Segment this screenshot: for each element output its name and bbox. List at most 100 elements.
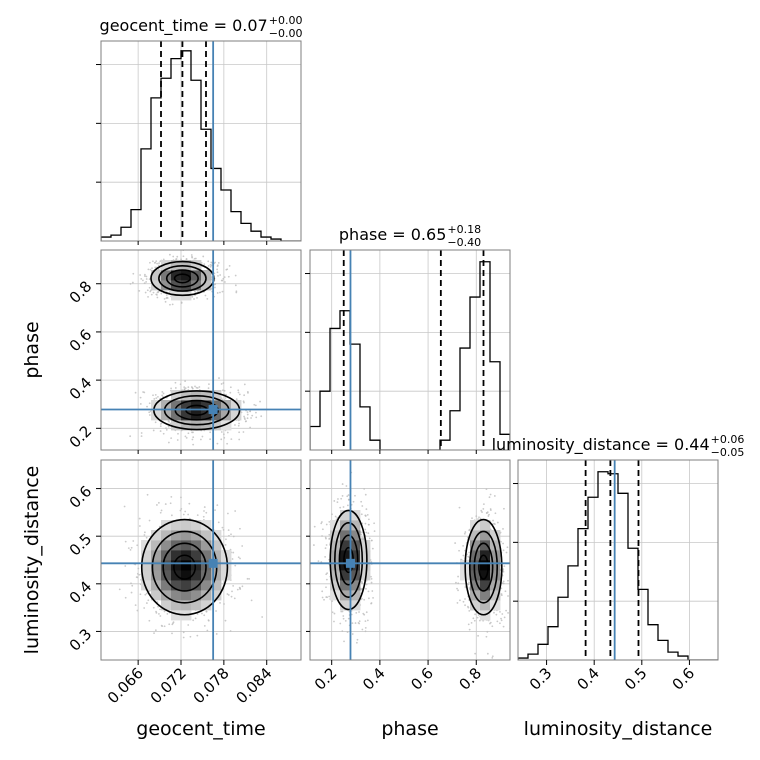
x-tick-label-geocent_time: 0.072 bbox=[147, 664, 190, 707]
sample-point bbox=[224, 397, 227, 399]
sample-point bbox=[223, 603, 225, 605]
density-cell bbox=[480, 520, 491, 531]
sample-point bbox=[142, 279, 144, 282]
density-cell bbox=[161, 540, 172, 551]
sample-point bbox=[355, 611, 358, 614]
sample-point bbox=[180, 496, 182, 499]
x-axis-label-phase: phase bbox=[381, 718, 438, 740]
density-cell bbox=[490, 530, 501, 541]
sample-point bbox=[249, 426, 251, 429]
sample-point bbox=[339, 622, 342, 625]
sample-point bbox=[346, 631, 349, 633]
sample-point bbox=[159, 511, 162, 514]
sample-point bbox=[366, 619, 369, 622]
sample-point bbox=[355, 641, 358, 644]
sample-point bbox=[370, 539, 373, 542]
sample-point bbox=[333, 500, 336, 502]
sample-point bbox=[163, 625, 166, 628]
contour-2 bbox=[158, 264, 207, 292]
sample-point bbox=[237, 424, 240, 427]
sample-point bbox=[166, 297, 169, 299]
sample-point bbox=[162, 258, 165, 261]
contour-1 bbox=[473, 542, 494, 592]
sample-point bbox=[222, 529, 225, 531]
sample-point bbox=[467, 555, 470, 558]
density-cell bbox=[470, 560, 481, 571]
density-cell bbox=[340, 550, 351, 561]
sample-point bbox=[197, 290, 199, 293]
contour-3 bbox=[329, 509, 368, 611]
x-tick-label-phase: 0.6 bbox=[407, 664, 437, 694]
sample-point bbox=[325, 586, 327, 589]
sample-point bbox=[250, 599, 253, 602]
sample-point bbox=[225, 393, 227, 396]
sample-point bbox=[124, 540, 127, 543]
axes-frame bbox=[100, 249, 302, 451]
sample-point bbox=[205, 511, 208, 514]
sample-point bbox=[143, 607, 146, 609]
density-cell bbox=[490, 590, 501, 601]
sample-point bbox=[155, 397, 158, 400]
density-cell bbox=[151, 560, 162, 571]
sample-point bbox=[222, 382, 225, 384]
sample-point bbox=[365, 508, 368, 511]
sample-point bbox=[467, 583, 470, 586]
x-tick-label-luminosity_distance: 0.5 bbox=[621, 664, 651, 694]
sample-point bbox=[123, 505, 126, 508]
sample-point bbox=[367, 532, 370, 535]
sample-point bbox=[253, 403, 256, 406]
sample-point bbox=[365, 611, 368, 614]
density-cell bbox=[360, 550, 371, 561]
title-upper-phase: +0.18 bbox=[447, 223, 481, 236]
sample-point bbox=[228, 534, 230, 537]
sample-point bbox=[341, 630, 344, 633]
sample-point bbox=[456, 602, 459, 604]
contour-3 bbox=[140, 518, 229, 616]
sample-point bbox=[182, 513, 185, 516]
sample-point bbox=[226, 442, 229, 445]
sample-point bbox=[499, 622, 501, 625]
sample-point bbox=[139, 403, 142, 405]
sample-point bbox=[206, 297, 209, 300]
density-cell bbox=[340, 570, 351, 581]
sample-point bbox=[368, 537, 371, 540]
sample-point bbox=[514, 592, 516, 594]
sample-point bbox=[248, 577, 251, 580]
sample-point bbox=[347, 494, 350, 496]
sample-point bbox=[462, 554, 465, 557]
truth-marker bbox=[208, 405, 218, 415]
density-cell bbox=[171, 560, 182, 571]
sample-point bbox=[358, 611, 360, 613]
sample-point bbox=[333, 612, 336, 615]
sample-point bbox=[230, 595, 233, 598]
sample-point bbox=[227, 275, 230, 278]
sample-point bbox=[180, 258, 183, 261]
sample-point bbox=[363, 613, 366, 616]
sample-point bbox=[162, 392, 165, 395]
sample-point bbox=[370, 602, 373, 605]
density-cell bbox=[171, 410, 182, 421]
sample-point bbox=[485, 511, 488, 514]
sample-point bbox=[164, 300, 167, 303]
sample-point bbox=[143, 282, 146, 285]
contour-3 bbox=[464, 518, 503, 616]
truth-marker bbox=[208, 558, 218, 568]
sample-point bbox=[500, 587, 503, 590]
sample-point bbox=[325, 523, 328, 526]
sample-point bbox=[246, 411, 249, 414]
sample-point bbox=[194, 290, 196, 293]
density-cell bbox=[151, 400, 162, 411]
density-cell bbox=[350, 590, 361, 601]
density-cell bbox=[151, 280, 162, 291]
density-cell bbox=[181, 420, 192, 431]
density-cell bbox=[221, 560, 232, 571]
sample-point bbox=[496, 521, 499, 524]
sample-point bbox=[217, 262, 220, 264]
sample-point bbox=[162, 432, 165, 435]
sample-point bbox=[364, 528, 367, 531]
sample-point bbox=[321, 528, 324, 531]
sample-point bbox=[154, 393, 157, 396]
sample-point bbox=[175, 258, 178, 260]
sample-point bbox=[241, 585, 244, 588]
sample-point bbox=[363, 487, 366, 490]
